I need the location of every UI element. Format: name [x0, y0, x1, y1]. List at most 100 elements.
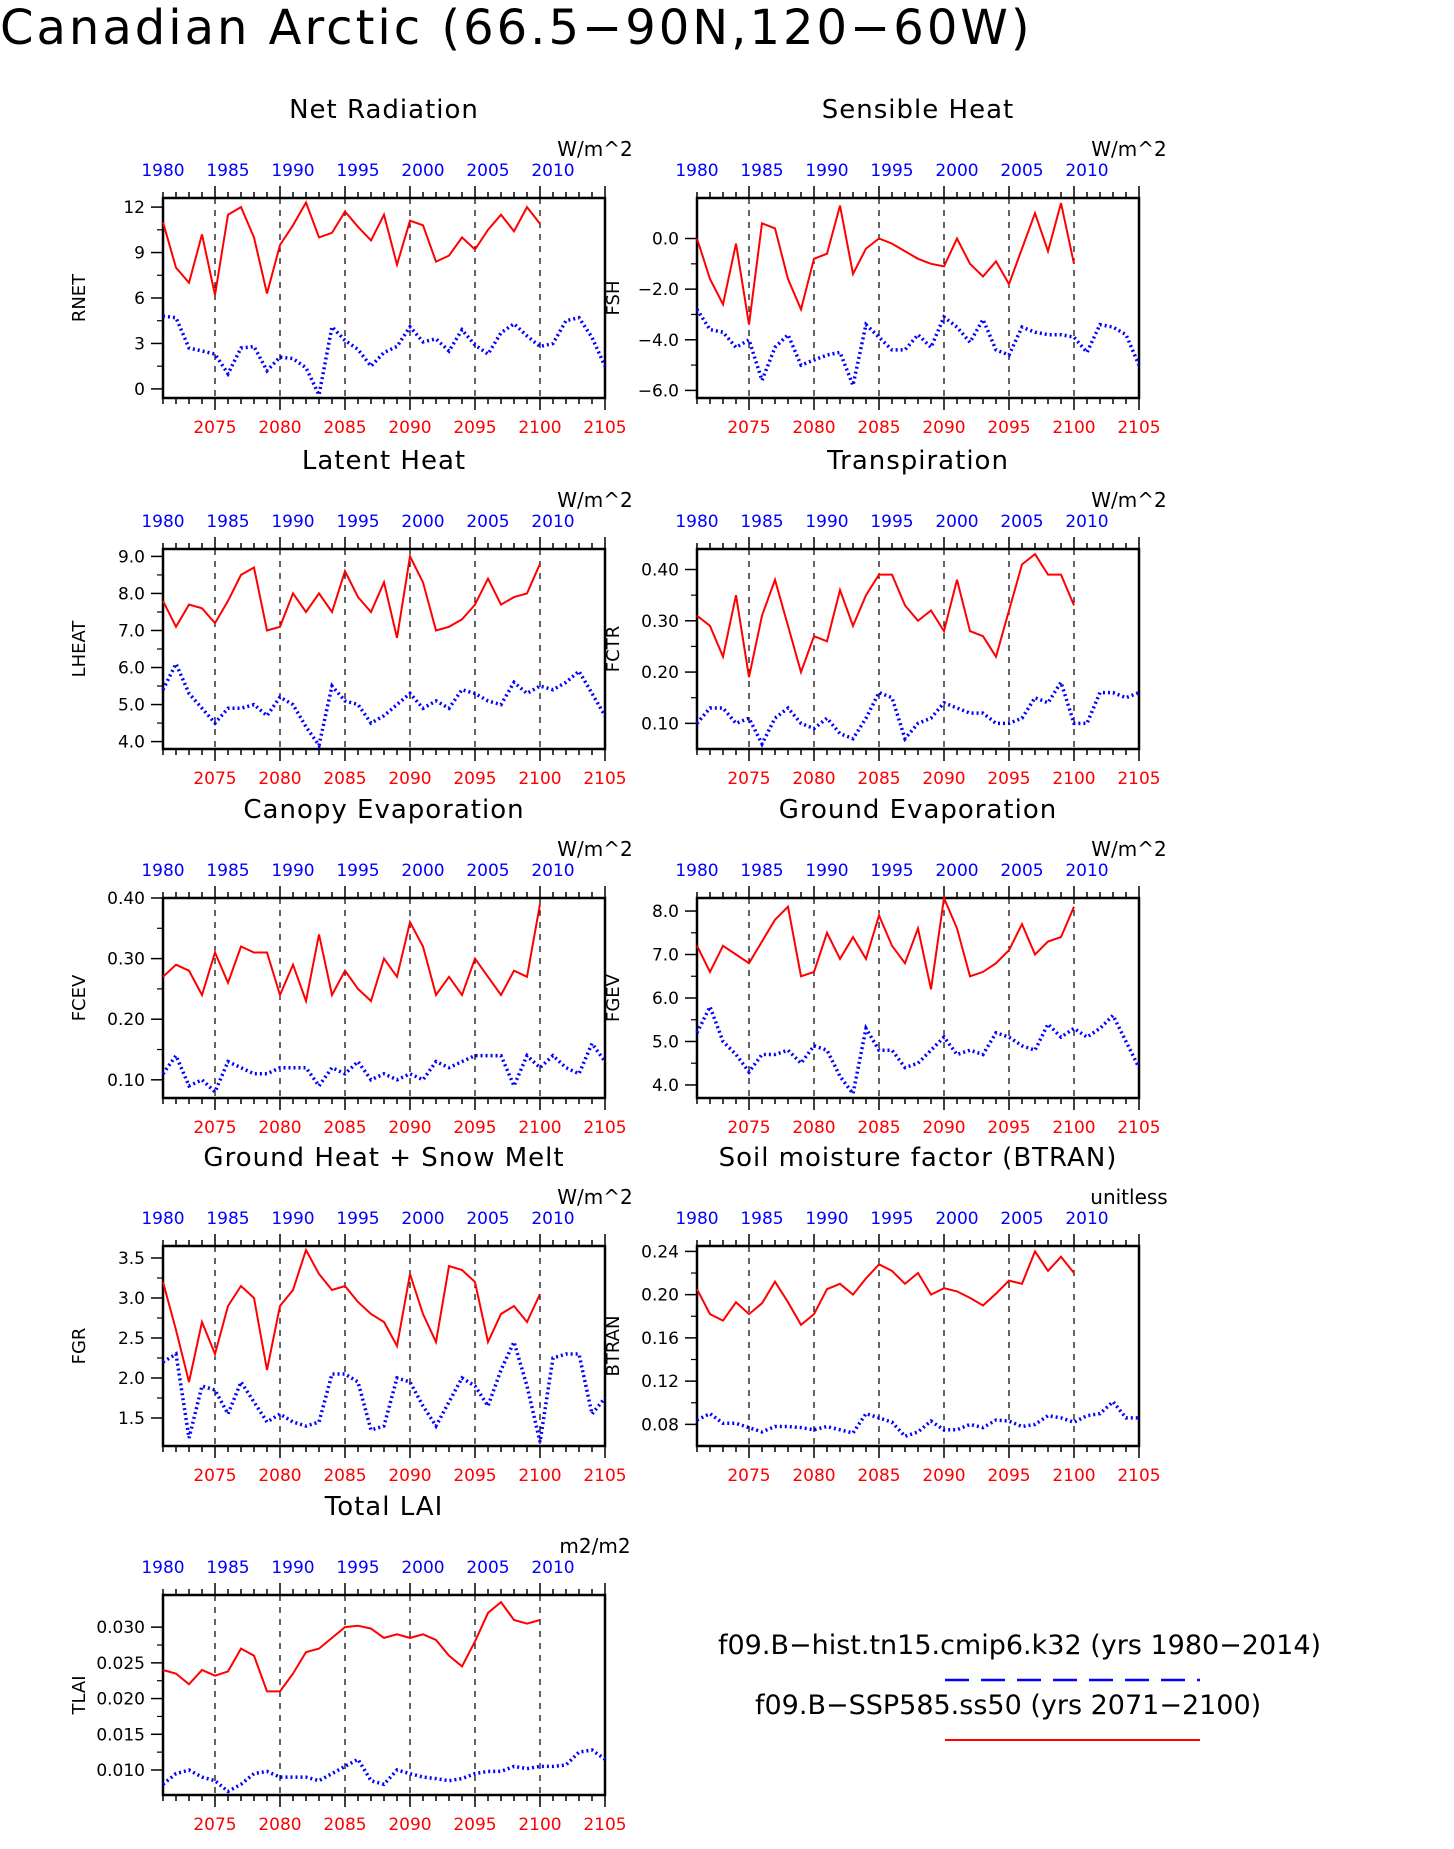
x-tick-label-hist: 1980 — [141, 161, 184, 181]
y-tick-label: 0.08 — [641, 1415, 679, 1435]
y-tick-label: 7.0 — [652, 946, 679, 966]
units-label: W/m^2 — [1091, 137, 1166, 161]
y-tick-label: 0.30 — [107, 950, 145, 970]
x-tick-label-future: 2075 — [193, 769, 236, 789]
x-tick-label-future: 2100 — [518, 1815, 561, 1835]
x-tick-label-future: 2100 — [518, 769, 561, 789]
legend-future-label: f09.B−SSP585.ss50 (yrs 2071−2100) — [755, 1690, 1262, 1721]
x-tick-label-future: 2095 — [987, 1118, 1030, 1138]
y-tick-label: 0.020 — [96, 1690, 145, 1710]
y-tick-label: 9 — [134, 244, 145, 264]
x-tick-label-hist: 2010 — [531, 1209, 574, 1229]
x-tick-label-future: 2090 — [388, 1118, 431, 1138]
x-tick-label-future: 2095 — [987, 418, 1030, 438]
y-tick-label: −6.0 — [638, 381, 679, 401]
x-tick-label-future: 2080 — [792, 1466, 835, 1486]
x-tick-label-future: 2105 — [1117, 769, 1160, 789]
x-tick-label-hist: 2005 — [466, 1209, 509, 1229]
y-tick-label: 0.16 — [641, 1329, 679, 1349]
x-tick-label-hist: 1995 — [336, 512, 379, 532]
y-tick-label: 0.010 — [96, 1761, 145, 1781]
y-tick-label: 5.0 — [118, 696, 145, 716]
y-axis-label: FGR — [69, 1328, 90, 1365]
x-tick-label-hist: 1995 — [336, 1209, 379, 1229]
x-tick-label-future: 2080 — [258, 1466, 301, 1486]
x-tick-label-future: 2090 — [388, 769, 431, 789]
y-tick-label: 5.0 — [652, 1032, 679, 1052]
x-tick-label-hist: 1990 — [271, 161, 314, 181]
units-label: unitless — [1090, 1185, 1167, 1209]
x-tick-label-hist: 2010 — [531, 861, 574, 881]
series-historical-line — [162, 314, 607, 401]
x-tick-label-hist: 2005 — [466, 512, 509, 532]
x-tick-label-hist: 1985 — [206, 1558, 249, 1578]
x-tick-label-future: 2095 — [987, 769, 1030, 789]
y-tick-label: 0.40 — [641, 561, 679, 581]
y-tick-label: 8.0 — [118, 584, 145, 604]
x-tick-label-hist: 2005 — [466, 861, 509, 881]
x-tick-label-hist: 2000 — [401, 1558, 444, 1578]
chart-title: Canopy Evaporation — [243, 795, 524, 825]
plot-frame — [161, 896, 607, 1100]
x-tick-label-hist: 1990 — [271, 512, 314, 532]
y-tick-label: 6.0 — [118, 659, 145, 679]
x-tick-label-future: 2090 — [388, 418, 431, 438]
x-tick-label-future: 2105 — [583, 769, 626, 789]
x-tick-label-future: 2080 — [792, 1118, 835, 1138]
x-tick-label-future: 2080 — [258, 418, 301, 438]
y-tick-label: 0.10 — [107, 1071, 145, 1091]
units-label: W/m^2 — [557, 137, 632, 161]
x-tick-label-future: 2090 — [922, 769, 965, 789]
plot-frame — [695, 196, 1141, 400]
chart-panel-fctr: Transpiration W/m^2 FCTR 2075 2080 2085 2090 20… — [603, 446, 1167, 789]
x-tick-label-future: 2080 — [258, 769, 301, 789]
y-tick-label: 6 — [134, 289, 145, 309]
units-label: W/m^2 — [557, 1185, 632, 1209]
y-tick-label: 6.0 — [652, 989, 679, 1009]
series-historical-line — [695, 1002, 1141, 1098]
x-tick-label-hist: 1985 — [740, 161, 783, 181]
series-historical-line — [162, 1337, 607, 1443]
units-label: m2/m2 — [559, 1534, 630, 1558]
y-tick-label: 0.12 — [641, 1372, 679, 1392]
y-tick-label: 3.5 — [118, 1249, 145, 1269]
x-tick-label-hist: 1980 — [141, 1209, 184, 1229]
x-tick-label-hist: 1985 — [206, 861, 249, 881]
series-future-line — [162, 1600, 541, 1693]
y-tick-label: 0.0 — [652, 230, 679, 250]
x-tick-label-hist: 1985 — [740, 512, 783, 532]
x-tick-label-future: 2090 — [922, 1118, 965, 1138]
y-tick-label: 0.025 — [96, 1654, 145, 1674]
x-tick-label-future: 2095 — [453, 1466, 496, 1486]
x-tick-label-hist: 1990 — [805, 861, 848, 881]
y-tick-label: 0.24 — [641, 1242, 679, 1262]
y-axis-label: TLAI — [69, 1675, 90, 1715]
y-tick-label: 0.015 — [96, 1725, 145, 1745]
x-tick-label-future: 2105 — [1117, 1466, 1160, 1486]
series-historical-line — [161, 1748, 607, 1794]
series-future-line — [162, 200, 541, 296]
y-tick-label: 3.0 — [118, 1289, 145, 1309]
y-tick-label: 3 — [134, 334, 145, 354]
y-tick-label: 1.5 — [118, 1409, 145, 1429]
x-tick-label-future: 2080 — [258, 1815, 301, 1835]
x-tick-label-hist: 1995 — [870, 161, 913, 181]
x-tick-label-hist: 1980 — [675, 512, 718, 532]
x-tick-label-hist: 1995 — [870, 1209, 913, 1229]
x-tick-label-future: 2075 — [193, 1118, 236, 1138]
plot-frame — [161, 547, 607, 751]
x-tick-label-hist: 1985 — [206, 161, 249, 181]
series-future-line — [162, 1247, 541, 1383]
x-tick-label-hist: 1990 — [805, 1209, 848, 1229]
x-tick-label-hist: 1985 — [206, 512, 249, 532]
x-tick-label-future: 2075 — [193, 418, 236, 438]
x-tick-label-hist: 1990 — [805, 161, 848, 181]
series-future-line — [696, 552, 1075, 678]
x-tick-label-hist: 2000 — [935, 161, 978, 181]
series-future-line — [696, 894, 1075, 990]
chart-panel-lheat: Latent Heat W/m^2 LHEAT 2075 2080 2085 2090 209… — [69, 446, 633, 789]
y-axis-label: FSH — [603, 281, 624, 316]
x-tick-label-hist: 1995 — [336, 861, 379, 881]
series-historical-line — [161, 1039, 607, 1095]
